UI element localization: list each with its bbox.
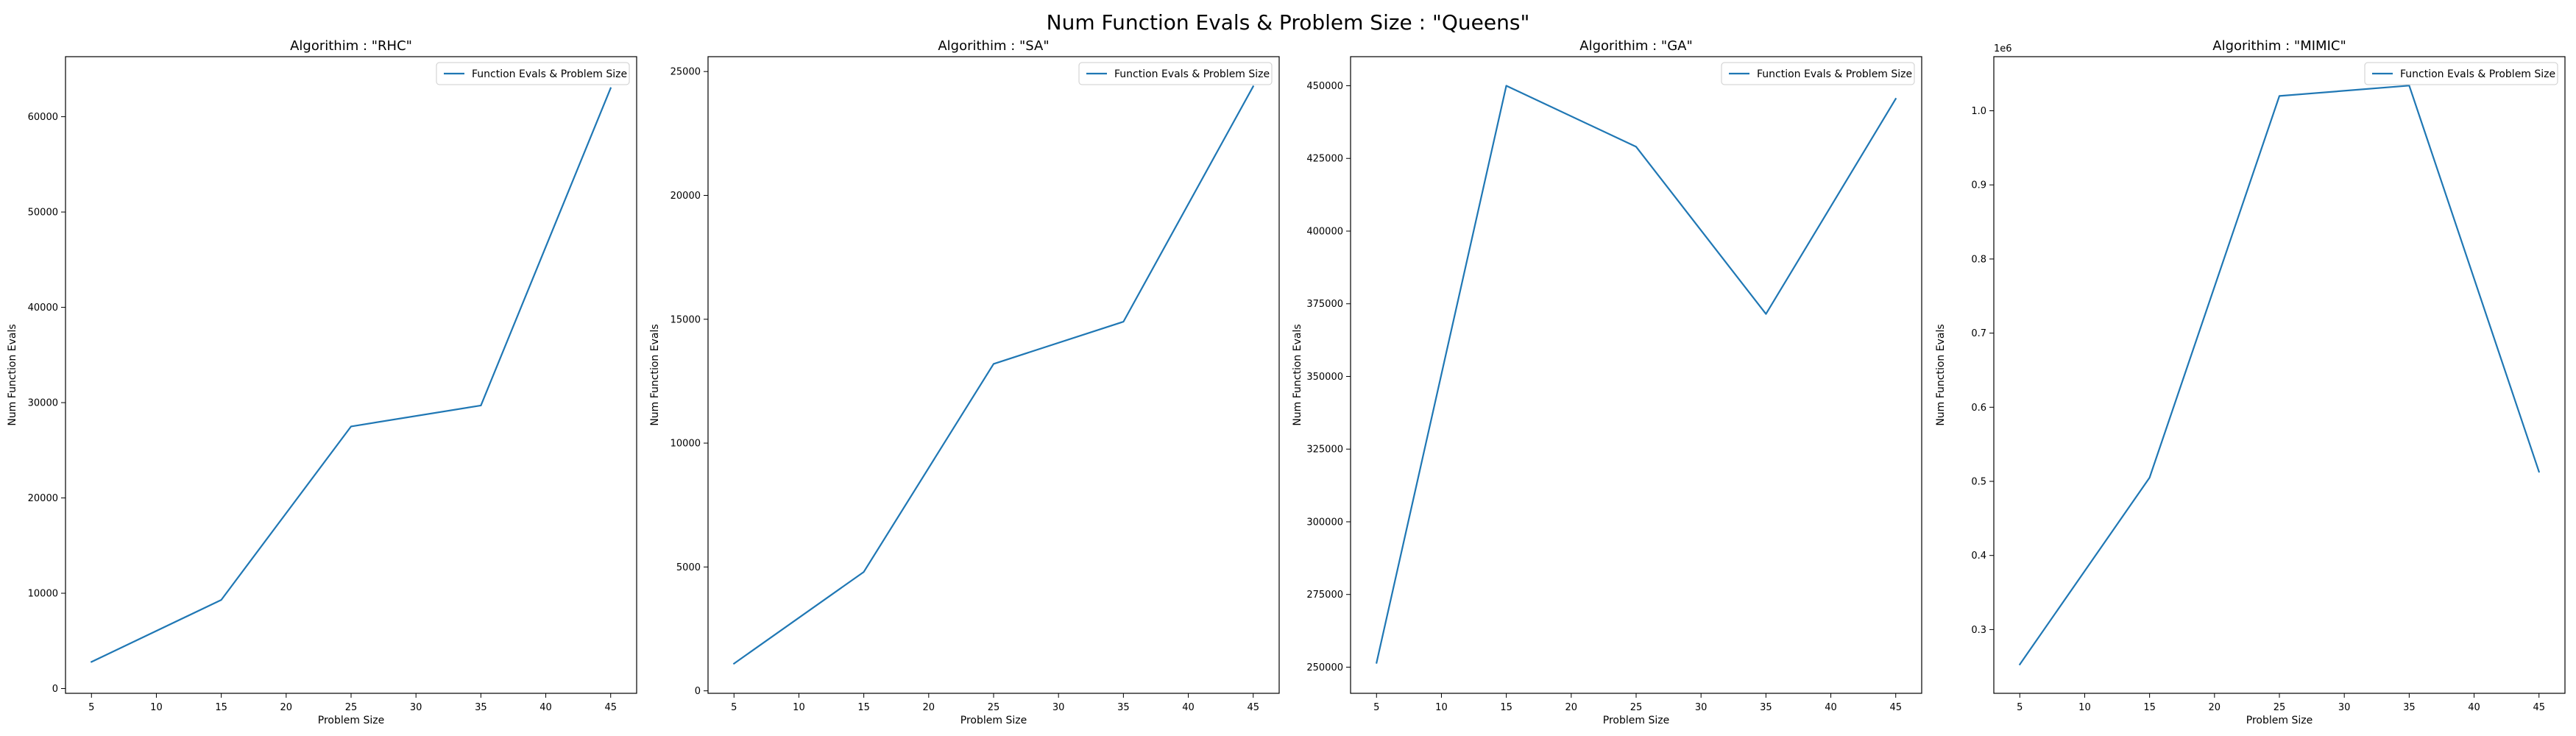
x-tick-label: 45 bbox=[1247, 702, 1259, 713]
x-tick-label: 40 bbox=[1182, 702, 1195, 713]
y-tick-label: 60000 bbox=[28, 112, 58, 123]
y-tick-label: 10000 bbox=[28, 589, 58, 600]
x-tick-label: 15 bbox=[1500, 702, 1512, 713]
x-tick-label: 35 bbox=[475, 702, 487, 713]
x-tick-label: 15 bbox=[2143, 702, 2156, 713]
x-tick-label: 45 bbox=[604, 702, 617, 713]
y-tick-label: 350000 bbox=[1306, 372, 1343, 383]
x-tick-label: 30 bbox=[1695, 702, 1708, 713]
legend: Function Evals & Problem Size bbox=[436, 62, 630, 85]
x-tick-label: 25 bbox=[988, 702, 1000, 713]
x-tick-label: 35 bbox=[1760, 702, 1772, 713]
x-tick-label: 20 bbox=[1565, 702, 1578, 713]
x-tick-label: 10 bbox=[150, 702, 163, 713]
y-tick-label: 0 bbox=[52, 684, 58, 695]
subplot-1: 5 10 15 20 25 30 35 40 45 0 10000 20000 30000 40000 50… bbox=[7, 38, 637, 726]
y-tick-label: 20000 bbox=[670, 191, 701, 202]
x-tick-label: 30 bbox=[2338, 702, 2351, 713]
y-tick-label: 1.0 bbox=[1971, 106, 1986, 117]
y-tick-label: 30000 bbox=[28, 398, 58, 409]
x-axis-label: Problem Size bbox=[960, 715, 1027, 726]
y-axis-label: Num Function Evals bbox=[1292, 324, 1303, 425]
x-tick-label: 10 bbox=[1435, 702, 1448, 713]
y-tick-label: 0 bbox=[695, 686, 701, 697]
y-tick-label: 0.3 bbox=[1971, 625, 1986, 636]
x-axis-label: Problem Size bbox=[2246, 715, 2313, 726]
x-tick-label: 20 bbox=[2209, 702, 2221, 713]
y-tick-label: 0.4 bbox=[1971, 551, 1986, 562]
x-tick-label: 40 bbox=[1825, 702, 1837, 713]
y-offset-text: 1e6 bbox=[1994, 43, 2012, 54]
subplot-4: 5 10 15 20 25 30 35 40 45 0.3 0.4 0.5 0.6 0.7 0.8 0.9 1.… bbox=[1935, 38, 2566, 726]
x-tick-label: 30 bbox=[1052, 702, 1065, 713]
y-tick-label: 0.8 bbox=[1971, 254, 1986, 265]
subplot-title: Algorithim : "MIMIC" bbox=[2212, 38, 2346, 54]
x-tick-label: 25 bbox=[345, 702, 358, 713]
subplot-2: 5 10 15 20 25 30 35 40 45 0 5000 10000 15000 20000 250… bbox=[649, 38, 1280, 726]
x-tick-label: 20 bbox=[280, 702, 293, 713]
x-tick-label: 25 bbox=[1630, 702, 1643, 713]
x-axis-label: Problem Size bbox=[1603, 715, 1669, 726]
x-tick-label: 35 bbox=[1117, 702, 1130, 713]
y-tick-label: 50000 bbox=[28, 208, 58, 219]
x-tick-label: 45 bbox=[1889, 702, 1902, 713]
x-tick-label: 5 bbox=[731, 702, 737, 713]
legend: Function Evals & Problem Size bbox=[1721, 62, 1915, 85]
y-axis-label: Num Function Evals bbox=[1935, 324, 1947, 425]
legend-box bbox=[2364, 62, 2558, 85]
x-tick-label: 40 bbox=[539, 702, 552, 713]
x-tick-label: 45 bbox=[2533, 702, 2545, 713]
x-tick-label: 35 bbox=[2403, 702, 2416, 713]
x-tick-label: 5 bbox=[88, 702, 94, 713]
x-tick-label: 15 bbox=[857, 702, 870, 713]
legend-label: Function Evals & Problem Size bbox=[1757, 68, 1912, 80]
y-tick-label: 0.5 bbox=[1971, 477, 1986, 488]
y-tick-label: 15000 bbox=[670, 314, 701, 325]
subplots: 5 10 15 20 25 30 35 40 4501000020000300004000050… bbox=[7, 38, 2566, 726]
y-tick-label: 40000 bbox=[28, 302, 58, 314]
legend: Function Evals & Problem Size bbox=[1078, 62, 1273, 85]
x-tick-label: 5 bbox=[2017, 702, 2023, 713]
x-tick-label: 10 bbox=[793, 702, 805, 713]
subplot-title: Algorithim : "SA" bbox=[938, 38, 1049, 54]
y-tick-label: 375000 bbox=[1306, 299, 1343, 310]
y-tick-label: 275000 bbox=[1306, 590, 1343, 601]
x-tick-label: 40 bbox=[2468, 702, 2480, 713]
legend-box bbox=[1721, 62, 1915, 85]
y-axis-label: Num Function Evals bbox=[649, 324, 661, 425]
y-tick-label: 25000 bbox=[670, 67, 701, 78]
x-tick-label: 15 bbox=[215, 702, 227, 713]
subplot-title: Algorithim : "RHC" bbox=[290, 38, 412, 54]
y-tick-label: 300000 bbox=[1306, 517, 1343, 528]
figure-title: Num Function Evals & Problem Size : "Que… bbox=[1047, 10, 1530, 35]
legend-box bbox=[436, 62, 630, 85]
y-tick-label: 450000 bbox=[1306, 81, 1343, 92]
x-tick-label: 25 bbox=[2274, 702, 2286, 713]
y-tick-label: 5000 bbox=[676, 562, 701, 573]
y-tick-label: 400000 bbox=[1306, 226, 1343, 237]
y-axis-label: Num Function Evals bbox=[7, 324, 18, 425]
x-tick-label: 20 bbox=[923, 702, 935, 713]
x-axis-label: Problem Size bbox=[318, 715, 384, 726]
legend: Function Evals & Problem Size bbox=[2364, 62, 2558, 85]
y-tick-label: 20000 bbox=[28, 493, 58, 504]
legend-box bbox=[1078, 62, 1273, 85]
y-tick-label: 425000 bbox=[1306, 154, 1343, 165]
y-tick-label: 0.9 bbox=[1971, 180, 1986, 191]
y-tick-label: 250000 bbox=[1306, 662, 1343, 673]
x-tick-label: 10 bbox=[2078, 702, 2091, 713]
legend-label: Function Evals & Problem Size bbox=[1114, 68, 1270, 80]
subplot-3: 5 10 15 20 25 30 35 40 45 250000 275000 300000 32500… bbox=[1292, 38, 1922, 726]
x-tick-label: 5 bbox=[1373, 702, 1379, 713]
y-tick-label: 0.6 bbox=[1971, 403, 1986, 414]
legend-label: Function Evals & Problem Size bbox=[2400, 68, 2555, 80]
legend-label: Function Evals & Problem Size bbox=[472, 68, 627, 80]
y-tick-label: 0.7 bbox=[1971, 328, 1986, 339]
y-tick-label: 10000 bbox=[670, 439, 701, 450]
y-tick-label: 325000 bbox=[1306, 445, 1343, 456]
subplot-title: Algorithim : "GA" bbox=[1579, 38, 1692, 54]
x-tick-label: 30 bbox=[410, 702, 422, 713]
